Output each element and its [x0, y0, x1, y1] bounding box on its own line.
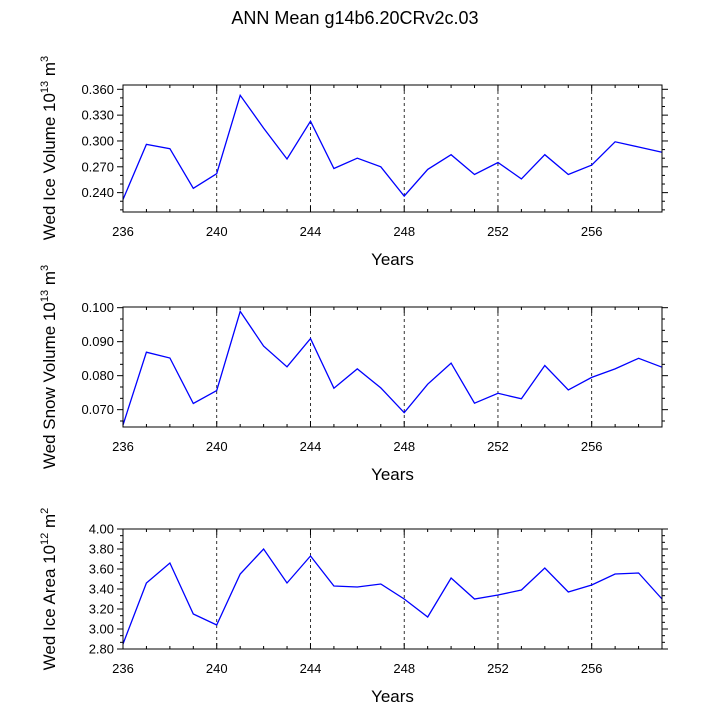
x-tick-label: 248 — [393, 439, 415, 454]
y-tick-label: 0.360 — [81, 82, 114, 97]
x-tick-label: 256 — [581, 439, 603, 454]
plot-frame — [122, 84, 663, 213]
y-tick-label: 4.00 — [89, 522, 114, 537]
y-tick-label: 0.070 — [81, 402, 114, 417]
x-tick-label: 252 — [487, 661, 509, 676]
x-axis-label: Years — [371, 687, 414, 706]
x-axis-label: Years — [371, 250, 414, 269]
x-tick-label: 248 — [393, 661, 415, 676]
y-tick-label: 3.60 — [89, 562, 114, 577]
panel-1: 236 240 244 248 252 256 0.240 0.270 0.300 0.330 0.… — [39, 56, 668, 269]
x-tick-label: 240 — [206, 224, 228, 239]
plot-frame — [122, 528, 663, 650]
x-tick-label: 244 — [300, 224, 322, 239]
x-axis-label: Years — [371, 465, 414, 484]
y-tick-label: 3.20 — [89, 602, 114, 617]
y-tick-label: 0.300 — [81, 133, 114, 148]
panel-2: 236 240 244 248 252 256 0.070 0.080 0.090 0.100 Ye… — [39, 265, 668, 484]
x-tick-label: 236 — [112, 661, 134, 676]
x-tick-label: 252 — [487, 439, 509, 454]
chart-title: ANN Mean g14b6.20CRv2c.03 — [231, 8, 479, 28]
x-tick-label: 240 — [206, 439, 228, 454]
y-axis-label: Wed Snow Volume 1013 m3 — [39, 265, 59, 469]
y-tick-label: 3.00 — [89, 622, 114, 637]
y-tick-label: 0.090 — [81, 334, 114, 349]
y-tick-label: 0.100 — [81, 300, 114, 315]
x-tick-label: 256 — [581, 224, 603, 239]
y-axis-label: Wed Ice Volume 1013 m3 — [39, 56, 59, 240]
x-tick-label: 248 — [393, 224, 415, 239]
panel-3: 236 240 244 248 252 256 2.80 3.00 3.20 3.40 3.60 3.… — [39, 508, 668, 706]
x-tick-label: 244 — [300, 661, 322, 676]
plot-frame — [122, 306, 663, 428]
series-line — [122, 547, 663, 645]
y-tick-label: 3.80 — [89, 542, 114, 557]
x-tick-label: 252 — [487, 224, 509, 239]
y-tick-label: 0.330 — [81, 108, 114, 123]
y-tick-label: 0.080 — [81, 368, 114, 383]
x-tick-label: 256 — [581, 661, 603, 676]
x-tick-label: 240 — [206, 661, 228, 676]
y-tick-label: 0.270 — [81, 159, 114, 174]
y-axis-label: Wed Ice Area 1012 m2 — [39, 508, 59, 671]
series-line — [122, 93, 663, 200]
y-tick-label: 2.80 — [89, 642, 114, 657]
y-tick-label: 3.40 — [89, 582, 114, 597]
y-tick-label: 0.240 — [81, 185, 114, 200]
x-tick-label: 236 — [112, 224, 134, 239]
x-tick-label: 236 — [112, 439, 134, 454]
x-tick-label: 244 — [300, 439, 322, 454]
series-line — [122, 309, 663, 426]
